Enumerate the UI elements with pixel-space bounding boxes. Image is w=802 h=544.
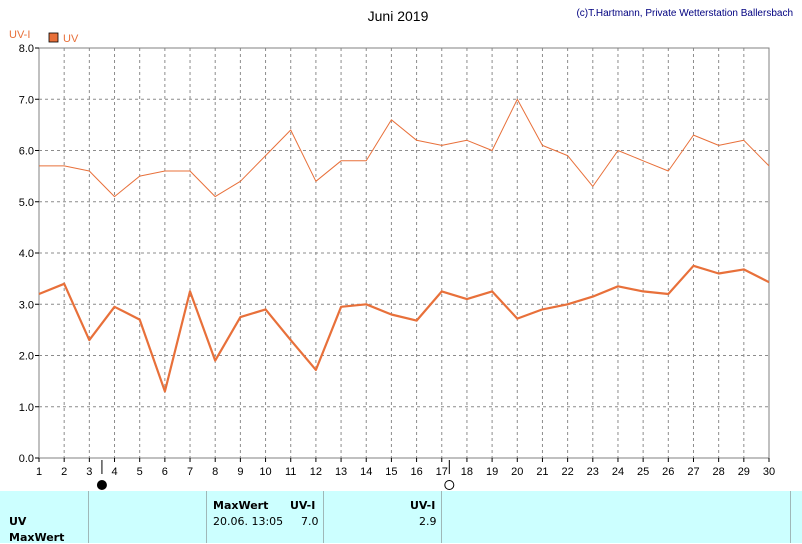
y-axis-label: UV-I	[9, 29, 30, 41]
x-tick-label: 29	[738, 466, 750, 478]
x-tick-label: 10	[259, 466, 271, 478]
x-tick-label: 9	[237, 466, 243, 478]
y-tick-label: 4.0	[19, 248, 34, 260]
chart-title: Juni 2019	[368, 8, 429, 24]
x-tick-label: 16	[410, 466, 422, 478]
legend-swatch	[48, 32, 59, 43]
avg-header: UV-I	[410, 499, 436, 512]
y-tick-label: 6.0	[19, 146, 34, 158]
full-moon-icon	[444, 480, 455, 490]
x-tick-label: 24	[612, 466, 624, 478]
x-tick-label: 27	[687, 466, 699, 478]
x-tick-label: 15	[385, 466, 397, 478]
x-tick-label: 26	[662, 466, 674, 478]
x-tick-labels: 1 2 3 4 5 6 7 8 9 10 11 12 13 14 15 16 17 18 19 20 21 22 23 24 2…	[36, 458, 775, 478]
x-tick-label: 19	[486, 466, 498, 478]
x-tick-label: 22	[561, 466, 573, 478]
x-tick-label: 23	[587, 466, 599, 478]
x-tick-label: 12	[310, 466, 322, 478]
table-divider	[206, 491, 207, 543]
x-tick-label: 25	[637, 466, 649, 478]
x-tick-label: 14	[360, 466, 372, 478]
table-divider	[441, 491, 442, 543]
row-label-uv: UV	[9, 515, 27, 528]
uv-series-line	[38, 264, 770, 393]
y-tick-label: 2.0	[19, 351, 34, 363]
max-datetime: 20.06. 13:05	[213, 515, 284, 528]
x-tick-label: 4	[111, 466, 117, 478]
x-tick-label: 6	[162, 466, 168, 478]
x-tick-label: 11	[285, 466, 296, 478]
y-tick-labels: 0.0 1.0 2.0 3.0 4.0 5.0 6.0 7.0 8.0	[19, 43, 39, 465]
y-tick-label: 8.0	[19, 43, 34, 55]
y-tick-label: 7.0	[19, 94, 34, 106]
y-tick-label: 1.0	[19, 402, 34, 414]
summary-table: UV MaxWert MaxWert UV-I 20.06. 13:05 7.0…	[0, 491, 802, 544]
x-tick-label: 30	[763, 466, 775, 478]
uv-max-series-line	[39, 98, 770, 198]
table-divider	[88, 491, 89, 543]
chart-credit: (c)T.Hartmann, Private Wetterstation Bal…	[576, 8, 793, 19]
uv-chart: 0.01.02.03.04.05.06.07.08.0 1 2 3 4 5 6 7 8 9 10 1…	[9, 8, 793, 490]
avg-value: 2.9	[419, 515, 437, 528]
table-divider	[323, 491, 324, 543]
series-lines	[38, 98, 770, 393]
max-header: MaxWert	[213, 499, 269, 512]
max-value: 7.0	[301, 515, 319, 528]
x-tick-label: 21	[536, 466, 548, 478]
x-tick-label: 3	[86, 466, 92, 478]
x-tick-label: 7	[187, 466, 193, 478]
table-divider	[790, 491, 791, 543]
legend-label: UV	[63, 33, 79, 45]
y-tick-label: 0.0	[19, 453, 34, 465]
x-tick-label: 20	[511, 466, 523, 478]
grid	[39, 48, 769, 458]
new-moon-icon	[96, 480, 107, 490]
moon-phase-markers	[96, 460, 455, 490]
x-tick-label: 17	[436, 466, 448, 478]
y-tick-label: 3.0	[19, 299, 34, 311]
x-tick-label: 18	[461, 466, 473, 478]
x-tick-label: 5	[137, 466, 143, 478]
y-tick-label: 5.0	[19, 197, 34, 209]
x-tick-label: 13	[335, 466, 347, 478]
unit-header: UV-I	[290, 499, 316, 512]
x-tick-label: 2	[61, 466, 67, 478]
x-tick-label: 28	[713, 466, 725, 478]
x-tick-label: 1	[36, 466, 42, 478]
x-tick-label: 8	[212, 466, 218, 478]
row-label-maxwert: MaxWert	[9, 531, 65, 544]
